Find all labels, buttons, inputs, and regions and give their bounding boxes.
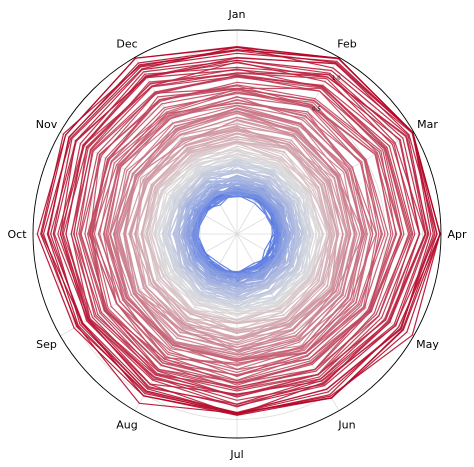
year-line-163 <box>61 59 426 405</box>
year-line-153 <box>75 74 411 388</box>
year-line-124 <box>118 110 365 354</box>
year-line-107 <box>133 133 339 334</box>
year-line-148 <box>86 88 402 384</box>
month-label-dec: Dec <box>116 38 137 51</box>
month-label-nov: Nov <box>36 118 58 131</box>
month-label-may: May <box>416 338 439 351</box>
year-line-109 <box>135 132 338 338</box>
month-label-jun: Jun <box>337 419 355 432</box>
month-label-feb: Feb <box>337 38 356 51</box>
year-line-145 <box>91 85 398 377</box>
outer-frame <box>32 29 442 439</box>
year-line-136 <box>107 99 377 362</box>
year-line-126 <box>115 110 356 356</box>
year-line-115 <box>129 130 347 340</box>
year-line-146 <box>91 88 392 386</box>
month-label-jul: Jul <box>229 448 243 461</box>
radial-tick-labels: 0.5 1.0 <box>312 75 341 112</box>
year-line-151 <box>79 76 403 390</box>
year-line-162 <box>59 62 430 395</box>
year-line-149 <box>84 81 402 383</box>
year-line-156 <box>70 75 416 398</box>
year-series-lines <box>36 46 441 416</box>
month-labels: Jan Feb Mar Apr May Jun Jul Aug Sep Oct Nov Dec <box>7 8 467 461</box>
year-line-141 <box>91 91 386 373</box>
year-line-139 <box>88 91 383 378</box>
year-line-80 <box>163 162 308 304</box>
year-line-114 <box>128 129 344 344</box>
year-line-95 <box>143 140 331 322</box>
year-line-89 <box>152 153 320 316</box>
year-line-92 <box>154 145 325 315</box>
year-line-137 <box>102 99 374 366</box>
month-label-oct: Oct <box>7 228 27 241</box>
year-line-59 <box>174 177 297 292</box>
year-line-83 <box>158 149 320 310</box>
grid-ring-4 <box>51 48 423 420</box>
spoke-nov <box>60 131 238 235</box>
outer-ring <box>32 29 442 439</box>
year-line-143 <box>93 92 389 376</box>
year-line-32 <box>194 190 284 281</box>
month-label-jan: Jan <box>228 8 246 21</box>
radial-tick-label-0: 0.5 <box>312 107 321 113</box>
month-label-sep: Sep <box>36 338 57 351</box>
radial-tick-label-1: 1.0 <box>332 75 341 81</box>
year-line-154 <box>72 73 413 392</box>
year-line-132 <box>108 104 367 367</box>
month-label-aug: Aug <box>116 419 137 432</box>
year-line-140 <box>99 96 380 371</box>
month-label-mar: Mar <box>417 118 438 131</box>
year-line-173 <box>36 46 441 416</box>
year-line-157 <box>70 72 420 397</box>
month-label-apr: Apr <box>447 228 467 241</box>
year-line-69 <box>169 169 307 301</box>
